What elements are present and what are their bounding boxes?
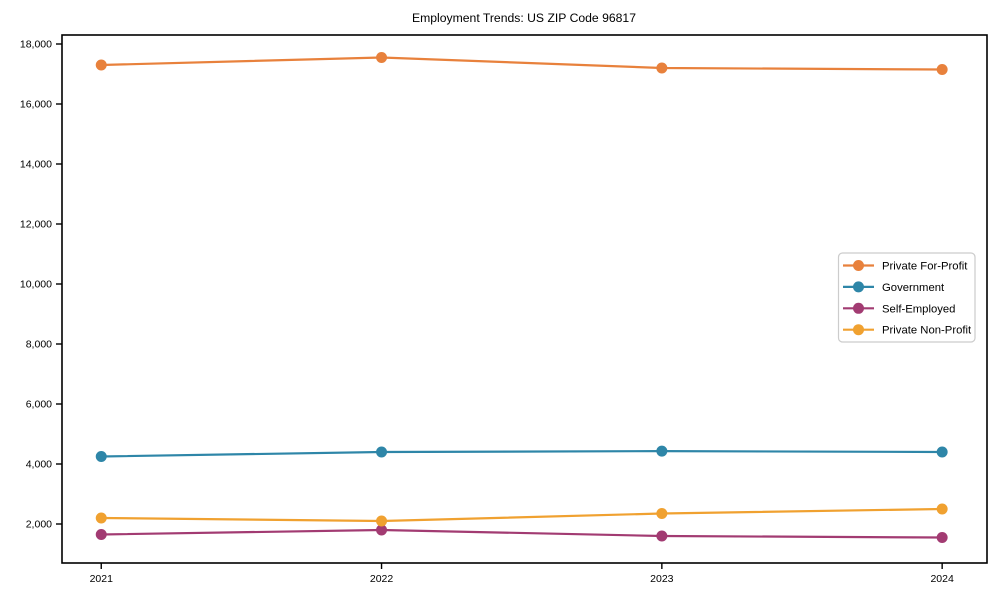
plot-area: 2,000 4,000 6,000 8,000 10,000 12,000 14,000 16… <box>20 34 988 585</box>
data-point-marker <box>656 530 668 542</box>
data-point-marker <box>95 529 107 540</box>
data-point-marker <box>656 445 668 457</box>
legend-marker <box>853 324 864 336</box>
x-tick-label: 2022 <box>370 573 394 585</box>
y-tick-label: 16,000 <box>20 99 52 111</box>
x-tick-label: 2021 <box>90 573 114 585</box>
data-point-marker <box>376 446 388 458</box>
y-tick-label: 8,000 <box>26 339 52 351</box>
chart-title: Employment Trends: US ZIP Code 96817 <box>412 11 636 25</box>
data-point-marker <box>936 503 948 515</box>
data-point-marker <box>95 512 107 524</box>
data-point-marker <box>656 508 668 519</box>
data-point-marker <box>376 52 388 63</box>
data-point-marker <box>936 64 948 75</box>
legend-box <box>837 252 976 343</box>
legend-label-private-for-profit: Private For-Profit <box>882 260 968 272</box>
plot-border <box>61 34 988 564</box>
legend-label-government: Government <box>882 282 945 294</box>
y-tick-label: 18,000 <box>20 39 52 51</box>
legend-marker <box>853 281 864 293</box>
y-tick-label: 10,000 <box>20 279 52 291</box>
data-point-marker <box>936 446 948 458</box>
legend-label-private-non-profit: Private Non-Profit <box>882 325 972 337</box>
data-point-marker <box>376 524 388 536</box>
series-line-private-for-profit <box>101 56 943 71</box>
legend-marker <box>853 302 864 314</box>
data-point-marker <box>95 451 107 462</box>
legend-marker <box>853 260 864 271</box>
legend-label-self-employed: Self-Employed <box>882 303 955 315</box>
y-tick-label: 6,000 <box>26 399 52 411</box>
y-tick-label: 14,000 <box>20 159 52 171</box>
series-line-government <box>101 450 943 458</box>
data-point-marker <box>376 515 388 527</box>
y-tick-label: 2,000 <box>26 519 52 531</box>
data-point-marker <box>936 532 948 543</box>
x-tick-label: 2023 <box>650 573 674 585</box>
series-line-self-employed <box>101 528 943 539</box>
y-tick-label: 12,000 <box>20 219 52 231</box>
data-point-marker <box>656 62 668 74</box>
x-tick-label: 2024 <box>930 573 954 585</box>
y-tick-label: 4,000 <box>26 459 52 471</box>
series-line-private-non-profit <box>101 507 943 523</box>
data-point-marker <box>95 59 107 71</box>
